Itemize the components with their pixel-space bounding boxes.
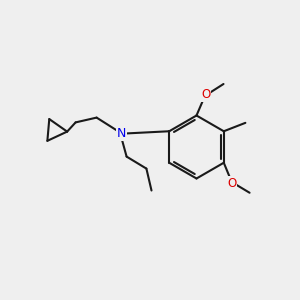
Text: O: O: [228, 177, 237, 190]
Text: O: O: [201, 88, 210, 101]
Text: N: N: [117, 127, 126, 140]
